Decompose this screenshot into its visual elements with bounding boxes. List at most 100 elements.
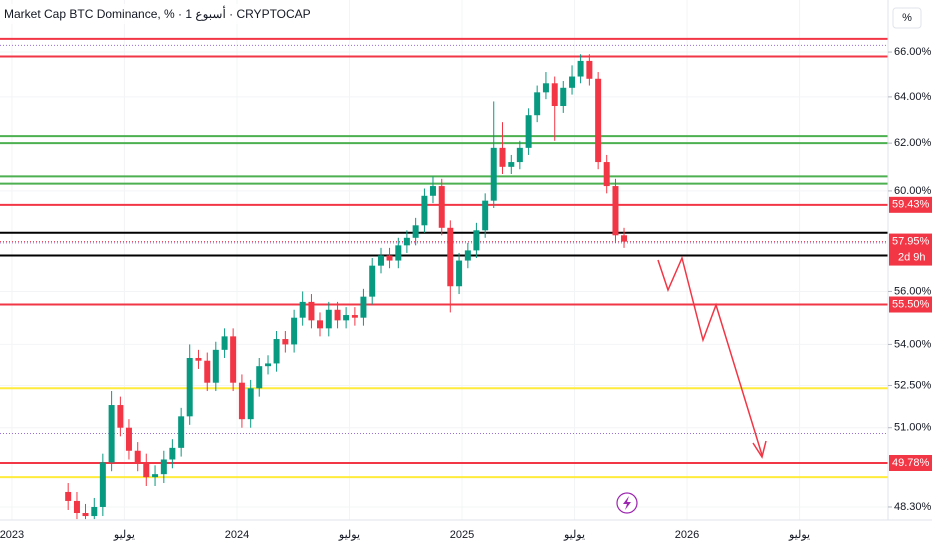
y-tick-label: 64.00% bbox=[894, 91, 932, 103]
x-tick-label: 2024 bbox=[225, 529, 249, 541]
candle-body bbox=[160, 459, 167, 475]
candle-body bbox=[308, 301, 315, 321]
candle-body bbox=[125, 427, 132, 451]
chart-title: Market Cap BTC Dominance, % · 1 أسبوع · … bbox=[4, 6, 311, 21]
projection-path bbox=[657, 255, 763, 456]
candle-body bbox=[569, 76, 576, 88]
x-tick-label: 2023 bbox=[0, 529, 24, 541]
candle-body bbox=[360, 296, 367, 318]
candle-body bbox=[516, 147, 523, 163]
candle-body bbox=[238, 382, 245, 420]
candle-body bbox=[65, 491, 72, 501]
x-tick-label: يوليو bbox=[113, 529, 135, 541]
x-tick-label: يوليو bbox=[563, 529, 585, 541]
candle-body bbox=[134, 450, 141, 463]
candle-body bbox=[273, 339, 280, 364]
candle-body bbox=[91, 506, 98, 517]
candle-body bbox=[508, 162, 515, 167]
last-price-box bbox=[889, 233, 932, 266]
candle-body bbox=[386, 255, 393, 261]
candle-body bbox=[464, 250, 471, 261]
candle-body bbox=[499, 147, 506, 167]
candle-body bbox=[595, 78, 602, 163]
candle-body bbox=[195, 357, 202, 361]
candle-body bbox=[221, 336, 228, 350]
candle-body bbox=[603, 162, 610, 187]
candle-body bbox=[482, 200, 489, 231]
x-tick-label: 2025 bbox=[450, 529, 474, 541]
candle-body bbox=[586, 60, 593, 79]
level-label: 59.43% bbox=[892, 199, 930, 211]
candle-body bbox=[334, 309, 341, 321]
candles-layer bbox=[65, 54, 628, 520]
candle-body bbox=[551, 83, 558, 107]
y-tick-label: 62.00% bbox=[894, 137, 932, 149]
candle-body bbox=[377, 255, 384, 266]
candle-body bbox=[82, 513, 89, 517]
candle-body bbox=[534, 92, 541, 116]
candle-body bbox=[369, 265, 376, 297]
candle-body bbox=[247, 388, 254, 420]
candle-body bbox=[429, 186, 436, 196]
candle-body bbox=[456, 260, 463, 287]
candle-body bbox=[403, 237, 410, 246]
candle-body bbox=[186, 357, 193, 417]
candle-body bbox=[343, 315, 350, 321]
y-tick-label: 56.00% bbox=[894, 285, 932, 297]
level-label: 55.50% bbox=[892, 298, 930, 310]
candle-body bbox=[560, 87, 567, 107]
last-price-label: 57.95% bbox=[892, 235, 930, 247]
candle-body bbox=[421, 195, 428, 226]
y-tick-label: 60.00% bbox=[894, 185, 932, 197]
candle-body bbox=[317, 320, 324, 329]
candle-body bbox=[204, 360, 211, 383]
candle-body bbox=[525, 115, 532, 148]
candle-body bbox=[73, 500, 80, 514]
lightning-icon bbox=[623, 496, 631, 510]
level-label-box bbox=[889, 454, 932, 471]
candle-body bbox=[169, 447, 176, 460]
axes-layer: 66.00% 64.00% 62.00% 60.00% 56.00% 54.00% 52.5… bbox=[0, 46, 932, 541]
y-tick-label: 54.00% bbox=[894, 338, 932, 350]
countdown-label: 2d 9h bbox=[898, 251, 926, 263]
candle-body bbox=[447, 227, 454, 287]
level-label-box bbox=[889, 296, 932, 313]
candle-body bbox=[282, 339, 289, 345]
candle-body bbox=[108, 405, 115, 463]
candle-body bbox=[212, 349, 219, 383]
candle-body bbox=[577, 60, 584, 77]
candle-body bbox=[621, 235, 628, 242]
candle-body bbox=[395, 245, 402, 261]
scale-button[interactable] bbox=[892, 7, 922, 29]
candle-body bbox=[265, 363, 272, 367]
projection-arrowhead bbox=[752, 440, 767, 459]
candle-body bbox=[143, 462, 150, 478]
x-tick-label: يوليو bbox=[788, 529, 810, 541]
y-tick-label: 51.00% bbox=[894, 422, 932, 434]
y-tick-label: 66.00% bbox=[894, 46, 932, 58]
candle-body bbox=[256, 366, 263, 389]
x-tick-label: 2026 bbox=[675, 529, 699, 541]
candle-body bbox=[99, 462, 106, 507]
candle-body bbox=[299, 301, 306, 318]
candle-body bbox=[152, 474, 159, 478]
candle-body bbox=[117, 405, 124, 428]
candle-body bbox=[490, 147, 497, 201]
level-label: 49.78% bbox=[892, 457, 930, 469]
scale-label: % bbox=[902, 12, 912, 24]
candle-body bbox=[230, 336, 237, 383]
candle-body bbox=[178, 416, 185, 448]
candle-body bbox=[325, 309, 332, 329]
candle-body bbox=[438, 186, 445, 228]
candle-body bbox=[612, 186, 619, 236]
y-tick-label: 48.30% bbox=[894, 501, 932, 513]
candle-body bbox=[291, 317, 298, 345]
y-tick-label: 52.50% bbox=[894, 379, 932, 391]
candle-body bbox=[351, 315, 358, 318]
x-tick-label: يوليو bbox=[338, 529, 360, 541]
candle-body bbox=[473, 230, 480, 251]
title-backdrop bbox=[0, 4, 290, 24]
level-label-box bbox=[889, 196, 932, 213]
